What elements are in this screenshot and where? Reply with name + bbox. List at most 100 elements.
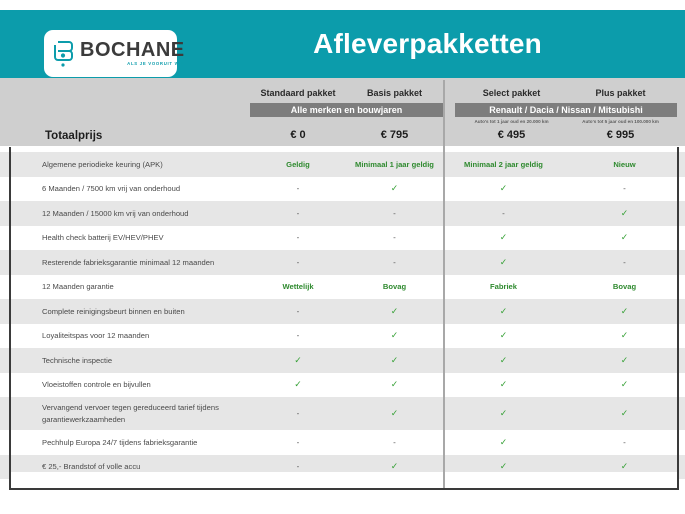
feature-value-cell: Wettelijk [250,282,346,291]
feature-value-cell: ✓ [443,437,564,448]
feature-value-cell: ✓ [346,355,443,366]
dash-icon: - [296,437,300,447]
logo-wordmark-wrap: BOCHANE ALS JE VOORUIT WIL [80,40,185,66]
check-icon: ✓ [390,408,399,418]
check-icon: ✓ [499,461,508,472]
column-title-basis: Basis pakket [366,88,423,98]
table-row: Loyaliteitspas voor 12 maanden - ✓ ✓ ✓ [0,323,685,348]
feature-value-cell: ✓ [346,183,443,194]
check-icon: ✓ [294,354,302,365]
feature-value-cell: ✓ [443,461,564,472]
value-text: Bovag [612,282,637,292]
table-row: 12 Maanden garantie Wettelijk Bovag Fabriek… [0,274,685,299]
check-icon: ✓ [499,232,508,243]
check-icon: ✓ [620,232,629,243]
column-standaard-pakket: Standaard pakket € 0 [250,78,346,152]
dash-icon: - [296,409,300,418]
page-title: Afleverpakketten [313,28,542,59]
dash-icon: - [623,437,626,447]
feature-value-cell: - [250,331,346,340]
feature-value-cell: ✓ [250,355,346,366]
features-table: Algemene periodieke keuring (APK) Geldig M… [0,152,685,479]
column-title-select: Select pakket [482,88,541,98]
check-icon: ✓ [620,354,629,365]
value-text: Minimaal 2 jaar geldig [464,159,543,169]
feature-value-cell: Minimaal 2 jaar geldig [443,160,564,169]
dash-icon: - [393,437,396,447]
value-text: Fabriek [489,282,517,292]
table-group-divider [443,80,445,490]
feature-value-cell: ✓ [443,408,564,419]
check-icon: ✓ [499,256,508,267]
feature-value-cell: ✓ [564,306,685,317]
dash-icon: - [296,257,300,267]
column-title-standaard: Standaard pakket [260,88,336,98]
feature-label: Pechhulp Europa 24/7 tijdens fabrieksgar… [42,437,198,447]
column-header-band: Totaalprijs Alle merken en bouwjaren Ren… [0,78,685,152]
feature-value-cell: - [346,233,443,242]
dash-icon: - [502,208,505,218]
table-row: Vervangend vervoer tegen gereduceerd tar… [0,397,685,430]
price-select: € 495 [497,129,526,141]
logo-tagline: ALS JE VOORUIT WIL [127,61,185,67]
check-icon: ✓ [499,354,508,365]
feature-value-cell: ✓ [564,232,685,243]
column-title-plus: Plus pakket [595,88,646,98]
feature-value-cell: ✓ [564,355,685,366]
feature-value-cell: ✓ [443,306,564,317]
feature-value-cell: ✓ [346,306,443,317]
check-icon: ✓ [499,183,508,194]
dash-icon: - [393,233,396,243]
table-row: 12 Maanden / 15000 km vrij van onderhoud… [0,201,685,226]
feature-value-cell: ✓ [564,379,685,390]
feature-value-cell: ✓ [443,257,564,268]
value-text: Bovag [382,282,407,292]
feature-value-cell: ✓ [564,408,685,419]
check-icon: ✓ [499,408,508,418]
check-icon: ✓ [620,379,629,390]
price-standaard: € 0 [290,129,306,141]
feature-label: € 25,- Brandstof of volle accu [42,462,141,472]
feature-value-cell: - [250,258,346,267]
totaalprijs-label: Totaalprijs [45,130,103,142]
page-header: Afleverpakketten BOCHANE ALS JE VOORUIT … [0,10,685,78]
feature-label: Vervangend vervoer tegen gereduceerd tar… [42,403,219,424]
table-right-border [677,147,679,490]
column-basis-pakket: Basis pakket € 795 [346,78,443,152]
feature-value-cell: Fabriek [443,282,564,291]
feature-value-cell: ✓ [443,330,564,341]
feature-value-cell: ✓ [564,461,685,472]
check-icon: ✓ [390,305,399,316]
table-bottom-border [9,488,679,490]
dash-icon: - [296,208,300,218]
table-row: Algemene periodieke keuring (APK) Geldig M… [0,152,685,177]
table-row: 6 Maanden / 7500 km vrij van onderhoud - ✓… [0,176,685,201]
feature-value-cell: ✓ [443,379,564,390]
feature-value-cell: Nieuw [564,160,685,169]
dash-icon: - [296,462,300,472]
column-note-plus: Auto's tot 5 jaar oud en 100.000 km [582,119,659,124]
table-row: Pechhulp Europa 24/7 tijdens fabrieksgar… [0,430,685,455]
check-icon: ✓ [620,408,629,418]
value-text: Nieuw [613,159,636,169]
feature-value-cell: - [346,438,443,447]
check-icon: ✓ [499,379,508,390]
brand-logo: BOCHANE ALS JE VOORUIT WIL [44,30,184,77]
column-note-select: Auto's tot 1 jaar oud en 20.000 km [474,119,549,124]
feature-value-cell: - [443,209,564,218]
band-separator [0,146,685,152]
feature-value-cell: - [564,184,685,193]
feature-value-cell: ✓ [443,183,564,194]
value-text: Wettelijk [282,282,314,292]
check-icon: ✓ [294,379,302,390]
bochane-logo-icon [54,40,73,67]
check-icon: ✓ [499,305,508,316]
feature-label: 12 Maanden / 15000 km vrij van onderhoud [42,208,189,218]
check-icon: ✓ [620,207,629,218]
dash-icon: - [623,257,626,267]
feature-value-cell: - [346,258,443,267]
feature-label: Vloeistoffen controle en bijvullen [42,380,151,390]
feature-label: 6 Maanden / 7500 km vrij van onderhoud [42,184,181,194]
value-text: Minimaal 1 jaar geldig [355,159,434,169]
